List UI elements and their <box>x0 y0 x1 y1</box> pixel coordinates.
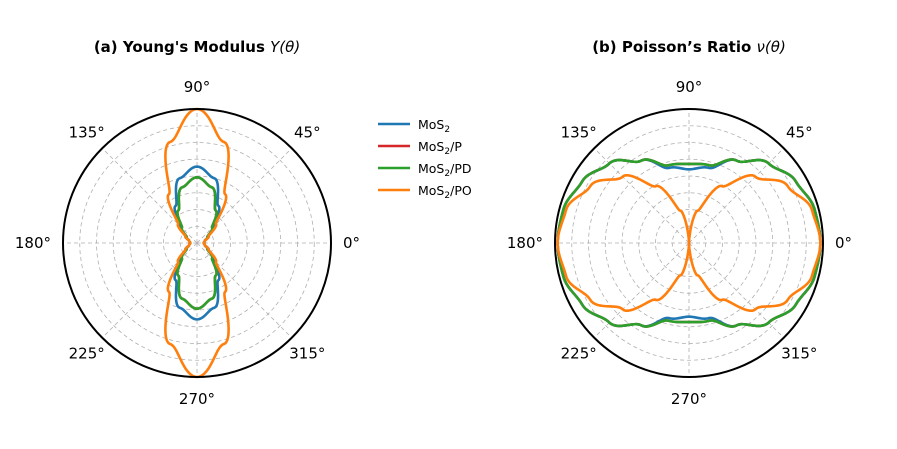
legend-label-mos2-p: MoS2/P <box>418 139 462 157</box>
legend-entry-mos2-pd: MoS2/PD <box>378 161 471 179</box>
grid-ring <box>655 209 723 277</box>
legend-label-mos2: MoS2 <box>418 117 450 135</box>
angle-tick-label-135: 135° <box>69 124 105 142</box>
grid-ring <box>571 125 807 361</box>
panel-a-frame <box>62 108 332 378</box>
panel-a-angle-ticks: 0° 45° 90° 135° 180° 225° 270° 315° <box>15 78 360 408</box>
panel-b-angle-ticks: 0° 45° 90° 135° 180° 225° 270° 315° <box>507 78 852 408</box>
panel-b-title: (b) Poisson’s Ratio ν(θ) <box>592 38 786 56</box>
panel-youngs-modulus: (a) Young's Modulus Y(θ) 0° 45° 90° 135° 180… <box>15 38 360 408</box>
angle-tick-label-270: 270° <box>671 390 707 408</box>
angle-tick-label-90: 90° <box>676 78 703 96</box>
series-curve-mos2-po <box>164 107 230 379</box>
series-curve-mos2-po <box>556 173 822 313</box>
legend-label-mos2-po: MoS2/PO <box>418 183 472 201</box>
legend-label-mos2-pd: MoS2/PD <box>418 161 471 179</box>
angle-tick-label-90: 90° <box>184 78 211 96</box>
legend: MoS2 MoS2/P MoS2/PD MoS2/PO <box>378 117 472 201</box>
panel-a-title-text: (a) Young's Modulus <box>94 38 265 56</box>
panel-b-title-text: (b) Poisson’s Ratio <box>592 38 751 56</box>
grid-ring <box>163 209 231 277</box>
angle-tick-label-180: 180° <box>507 234 543 252</box>
angle-tick-label-135: 135° <box>561 124 597 142</box>
panel-b-frame <box>554 108 824 378</box>
grid-spoke <box>688 242 785 339</box>
legend-entry-mos2: MoS2 <box>378 117 450 135</box>
grid-ring <box>112 158 282 328</box>
angle-tick-label-315: 315° <box>289 344 325 362</box>
grid-ring <box>79 125 315 361</box>
angle-tick-label-45: 45° <box>294 124 321 142</box>
panel-a-title-symbol: Y(θ) <box>270 38 300 56</box>
angle-tick-label-45: 45° <box>786 124 813 142</box>
grid-ring <box>604 158 774 328</box>
angle-tick-label-225: 225° <box>561 344 597 362</box>
grid-spoke <box>593 242 690 339</box>
grid-spoke <box>593 147 690 244</box>
angle-tick-label-0: 0° <box>835 234 852 252</box>
legend-entry-mos2-po: MoS2/PO <box>378 183 472 201</box>
legend-entry-mos2-p: MoS2/P <box>378 139 462 157</box>
angle-tick-label-225: 225° <box>69 344 105 362</box>
angle-tick-label-0: 0° <box>343 234 360 252</box>
panel-a-grid <box>62 108 332 378</box>
angle-tick-label-180: 180° <box>15 234 51 252</box>
angle-tick-label-315: 315° <box>781 344 817 362</box>
grid-spoke <box>688 147 785 244</box>
panel-a-curves <box>164 107 230 379</box>
panel-b-title-symbol: ν(θ) <box>757 38 786 56</box>
panel-b-curves <box>556 158 822 328</box>
angle-tick-label-270: 270° <box>179 390 215 408</box>
panel-a-title: (a) Young's Modulus Y(θ) <box>94 38 300 56</box>
panel-poissons-ratio: (b) Poisson’s Ratio ν(θ) 0° 45° 90° 135° 180… <box>507 38 852 408</box>
